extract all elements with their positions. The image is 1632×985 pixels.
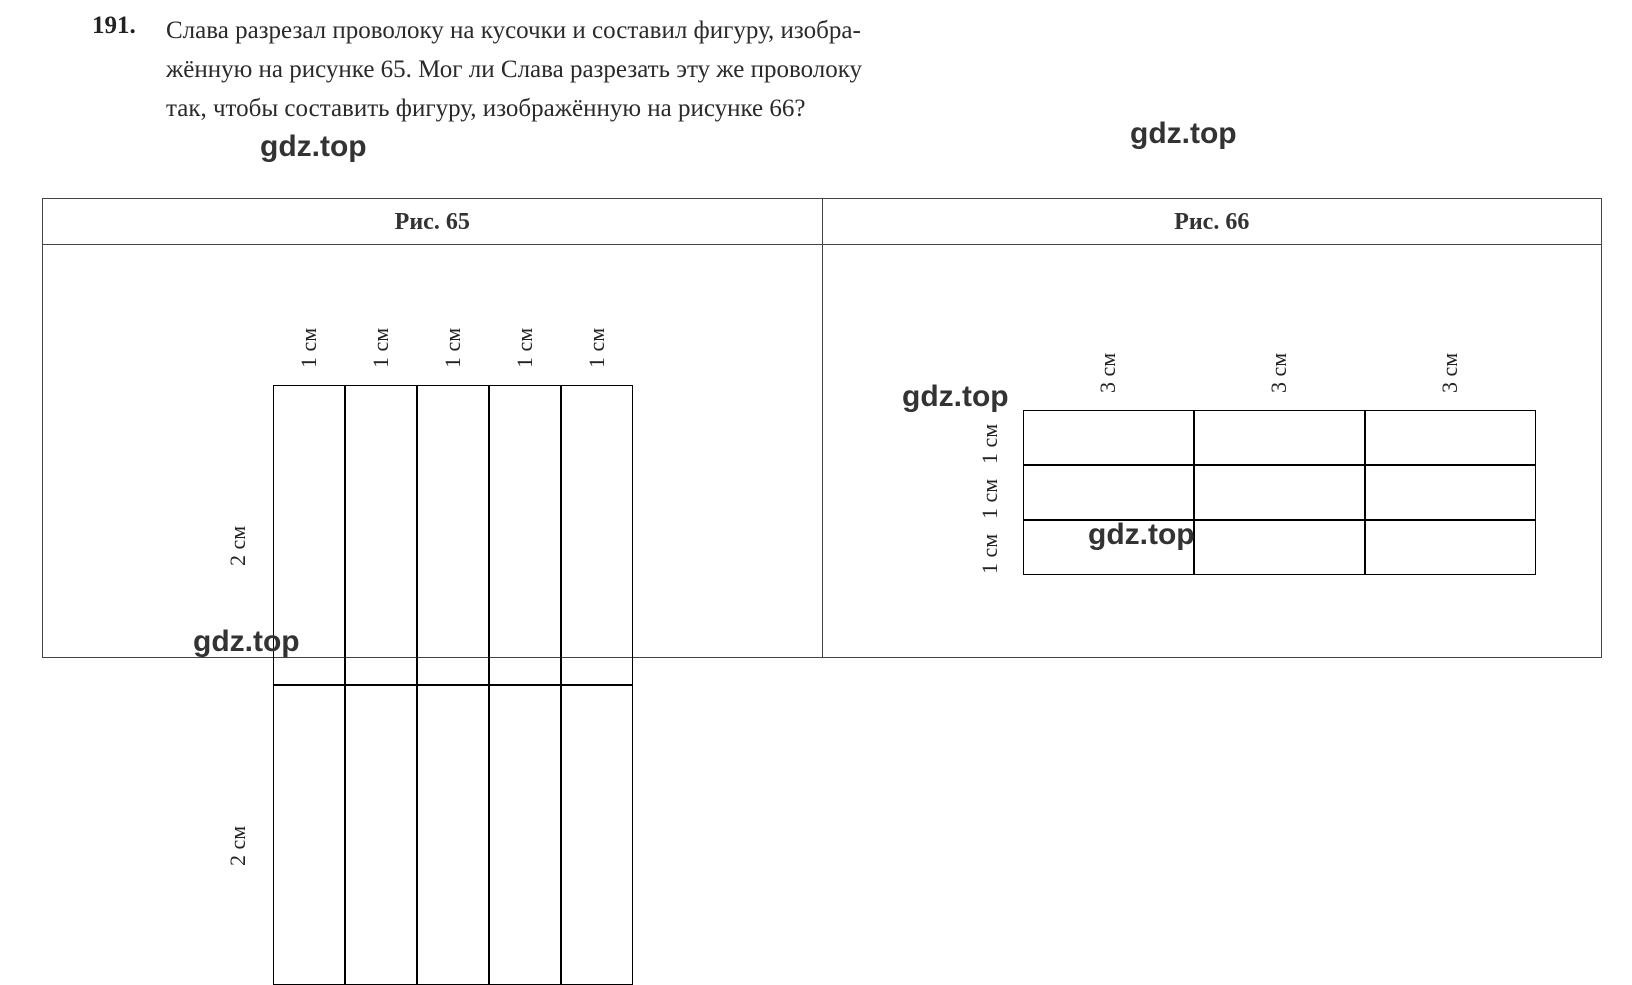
grid66-cell [1194, 520, 1365, 575]
figure-65-caption: Рис. 65 [43, 199, 822, 245]
grid66-cell [1023, 465, 1194, 520]
problem-text: Слава разрезал проволоку на кусочки и со… [92, 12, 1592, 128]
grid65-cell [489, 385, 561, 685]
grid66-col-label: 3 см [1266, 343, 1292, 393]
figure-65-body: 1 см1 см1 см1 см1 см2 см2 см [43, 245, 822, 655]
grid65-cell [561, 685, 633, 985]
figure-66-body: 3 см 3 см 3 см 1 см 1 см 1 см [823, 245, 1602, 655]
grid65-cell [345, 385, 417, 685]
grid66-cell [1023, 520, 1194, 575]
grid66-row-label: 1 см [977, 524, 1003, 574]
grid65-cell [417, 685, 489, 985]
problem-line-1: Слава разрезал проволоку на кусочки и со… [166, 17, 861, 44]
grid65-col-label: 1 см [296, 318, 322, 368]
grid65-row-label: 2 см [225, 806, 251, 866]
grid65-cell [561, 385, 633, 685]
grid66-row-label: 1 см [977, 414, 1003, 464]
grid65-col-label: 1 см [584, 318, 610, 368]
grid66-cell [1194, 410, 1365, 465]
grid-65 [273, 385, 633, 685]
grid66-cell [1365, 520, 1536, 575]
figure-65-panel: Рис. 65 1 см1 см1 см1 см1 см2 см2 см [43, 199, 823, 657]
grid65-cell [273, 385, 345, 685]
grid66-row-label: 1 см [977, 469, 1003, 519]
grid65-col-label: 1 см [440, 318, 466, 368]
problem-line-2: жённую на рисунке 65. Мог ли Слава разре… [166, 56, 862, 83]
grid65-cell [345, 685, 417, 985]
grid65-col-label: 1 см [512, 318, 538, 368]
grid65-cell [489, 685, 561, 985]
grid66-col-label: 3 см [1095, 343, 1121, 393]
grid66-col-label: 3 см [1437, 343, 1463, 393]
watermark: gdz.top [260, 130, 367, 164]
grid66-cell [1194, 465, 1365, 520]
grid65-col-label: 1 см [368, 318, 394, 368]
grid-66 [1023, 410, 1533, 575]
grid65-cell [273, 685, 345, 985]
grid66-cell [1365, 465, 1536, 520]
grid65-row-label: 2 см [225, 506, 251, 566]
problem-line-3: так, чтобы составить фигуру, изображённу… [166, 95, 806, 122]
figure-66-panel: Рис. 66 3 см 3 см 3 см 1 см 1 см 1 см [823, 199, 1602, 657]
figures-container: Рис. 65 1 см1 см1 см1 см1 см2 см2 см Рис… [42, 198, 1602, 658]
grid66-cell [1365, 410, 1536, 465]
figure-66-caption: Рис. 66 [823, 199, 1602, 245]
grid65-cell [417, 385, 489, 685]
grid66-cell [1023, 410, 1194, 465]
